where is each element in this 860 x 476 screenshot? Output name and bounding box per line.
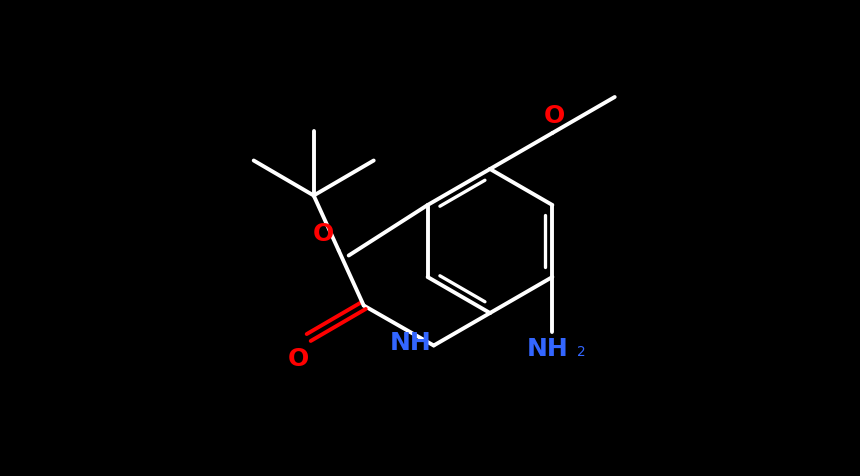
Text: O: O [544, 104, 565, 128]
Text: $_2$: $_2$ [575, 340, 585, 359]
Text: NH: NH [390, 331, 432, 356]
Text: O: O [313, 221, 335, 246]
Text: NH: NH [526, 337, 568, 361]
Text: O: O [288, 347, 310, 371]
